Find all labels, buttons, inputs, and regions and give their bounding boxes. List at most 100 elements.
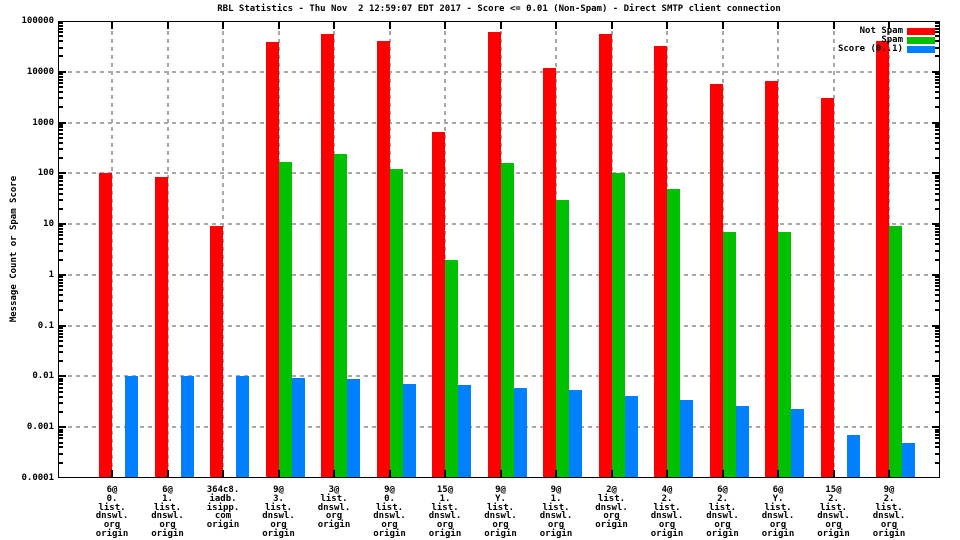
bar-spam — [778, 231, 791, 477]
category-label-line: org — [103, 520, 121, 531]
category-label-line: 9@ — [883, 485, 895, 495]
y-minor-tick — [935, 326, 939, 329]
x-tick — [277, 22, 280, 29]
bar-not-spam — [154, 176, 168, 477]
category-label-line: origin — [817, 528, 850, 539]
y-major-tick — [59, 273, 66, 276]
y-minor-tick — [935, 243, 939, 246]
gridline-vertical — [222, 23, 224, 476]
y-minor-tick — [935, 97, 939, 100]
y-tick-label: 100 — [37, 168, 54, 179]
y-tick-label: 100000 — [21, 16, 54, 26]
y-minor-tick — [935, 148, 939, 151]
y-minor-tick — [59, 276, 63, 279]
not-spam-swatch-icon — [907, 28, 935, 35]
x-tick — [555, 22, 557, 29]
category-label: 2@ list. dnswl. org origin — [584, 486, 640, 530]
y-minor-tick — [59, 73, 63, 76]
category-label-line: 15@ — [436, 485, 454, 495]
y-minor-tick — [935, 278, 939, 281]
y-major-tick — [59, 70, 66, 73]
y-minor-tick — [935, 377, 939, 380]
y-minor-tick — [935, 360, 939, 363]
y-minor-tick — [935, 225, 939, 228]
y-minor-tick — [59, 380, 63, 383]
category-label-line: 3. — [273, 493, 284, 504]
x-tick — [777, 470, 779, 477]
y-minor-tick — [935, 136, 939, 139]
category-label: 3@ list. dnswl. org origin — [306, 486, 362, 530]
y-major-tick — [59, 172, 66, 175]
y-minor-tick — [935, 55, 939, 58]
category-label-line: org — [547, 520, 565, 531]
y-minor-tick — [59, 183, 63, 186]
y-minor-tick — [935, 441, 939, 444]
category-label-line: list. — [708, 502, 737, 513]
bar-not-spam — [765, 80, 778, 477]
chart-title: RBL Statistics - Thu Nov 2 12:59:07 EDT … — [217, 4, 781, 14]
y-minor-tick — [59, 326, 63, 329]
y-minor-tick — [59, 410, 63, 413]
y-tick-label: 0.0001 — [21, 473, 54, 483]
x-tick — [166, 22, 169, 29]
y-minor-tick — [935, 294, 939, 297]
x-tick — [222, 470, 224, 477]
y-minor-tick — [59, 207, 63, 210]
category-label: 9@ Y. list. dnswl. org origin — [473, 486, 529, 539]
y-minor-tick — [59, 383, 63, 386]
category-label-line: org — [880, 520, 898, 531]
category-label-line: list. — [653, 502, 681, 513]
y-minor-tick — [59, 126, 63, 129]
y-minor-tick — [59, 22, 63, 25]
x-tick — [610, 22, 613, 29]
legend-item-not-spam: Not Spam — [838, 27, 935, 36]
legend: Not Spam Spam Score (0..1) — [838, 27, 935, 54]
y-minor-tick — [935, 249, 939, 252]
category-label-line: 3@ — [328, 485, 340, 495]
y-minor-tick — [935, 35, 939, 38]
y-minor-tick — [59, 46, 63, 49]
y-minor-tick — [935, 228, 939, 231]
category-label-line: list. — [819, 502, 848, 513]
x-tick — [499, 22, 502, 29]
y-minor-tick — [935, 431, 939, 434]
y-tick-label: 0.1 — [37, 320, 54, 331]
x-tick — [610, 470, 613, 477]
bar-spam — [445, 259, 458, 477]
y-minor-tick — [59, 434, 63, 437]
category-label: 6@ 2. list. dnswl. org origin — [695, 486, 751, 539]
y-minor-tick — [935, 22, 939, 25]
category-label-line: org — [658, 520, 676, 531]
y-minor-tick — [59, 228, 63, 231]
y-minor-tick — [59, 335, 63, 338]
bar-spam — [667, 188, 680, 477]
y-minor-tick — [59, 377, 63, 380]
x-tick — [555, 470, 557, 477]
category-label-line: origin — [872, 528, 906, 539]
category-label: 9@ 1. list. dnswl. org origin — [528, 486, 584, 539]
y-minor-tick — [59, 281, 63, 284]
category-label-line: dnswl. — [484, 511, 517, 522]
bar-score-0-1 — [180, 376, 194, 477]
bar-not-spam — [654, 46, 667, 477]
category-label: 6@ 1. list. dnswl. org origin — [140, 486, 196, 539]
category-label-line: 2. — [828, 493, 839, 504]
y-minor-tick — [59, 55, 63, 58]
y-minor-tick — [59, 136, 63, 139]
bar-not-spam — [543, 67, 556, 477]
category-label-line: 9@ — [384, 485, 395, 495]
y-minor-tick — [935, 129, 939, 132]
bar-not-spam — [876, 41, 889, 477]
category-label-line: origin — [539, 528, 573, 539]
category-label: 6@ Y. list. dnswl. org origin — [750, 486, 806, 539]
bar-score-0-1 — [569, 389, 582, 477]
y-minor-tick — [935, 446, 939, 449]
y-minor-tick — [935, 141, 939, 144]
category-label-line: 6@ — [106, 485, 118, 495]
x-tick — [832, 470, 835, 477]
bar-score-0-1 — [902, 442, 915, 477]
y-minor-tick — [935, 289, 939, 292]
y-minor-tick — [59, 35, 63, 38]
gridline-vertical — [166, 23, 169, 476]
y-major-tick — [932, 223, 939, 226]
